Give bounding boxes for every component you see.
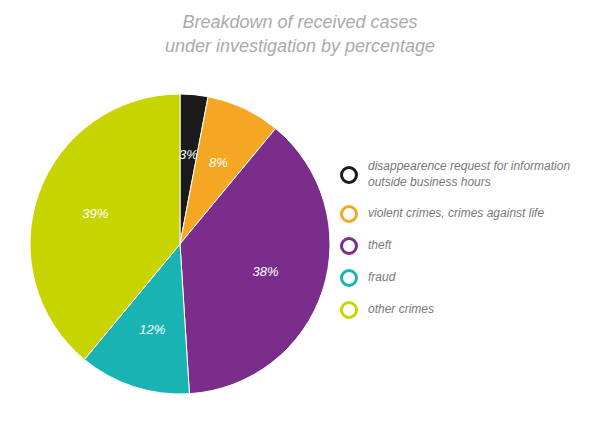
svg-text:38%: 38% <box>253 264 279 279</box>
html-text:theft: theft <box>368 237 392 252</box>
html-text:violent crimes, crimes against: violent crimes, crimes against life <box>368 205 545 220</box>
html-text:other crimes: other crimes <box>368 301 434 316</box>
html-text:fraud: fraud <box>368 269 396 284</box>
svg-text:8%: 8% <box>209 155 228 170</box>
svg-text:12%: 12% <box>139 322 165 337</box>
svg-text:3%: 3% <box>179 147 198 162</box>
svg-text:39%: 39% <box>82 206 108 221</box>
html-text:Breakdown of received cases un: Breakdown of received cases under invest… <box>164 12 436 57</box>
html-text:disappearence request for info: disappearence request for information ou… <box>368 159 571 189</box>
